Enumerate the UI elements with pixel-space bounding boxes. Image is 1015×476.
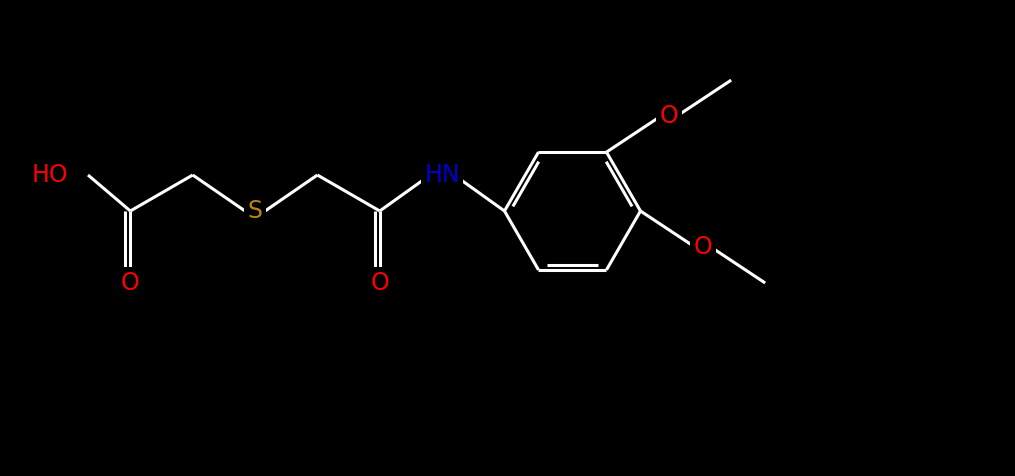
Text: O: O [121,271,140,295]
Text: S: S [248,199,263,223]
Text: HO: HO [31,163,68,187]
Text: O: O [693,235,713,259]
Text: O: O [660,104,678,128]
Text: O: O [370,271,389,295]
Text: HN: HN [424,163,460,187]
